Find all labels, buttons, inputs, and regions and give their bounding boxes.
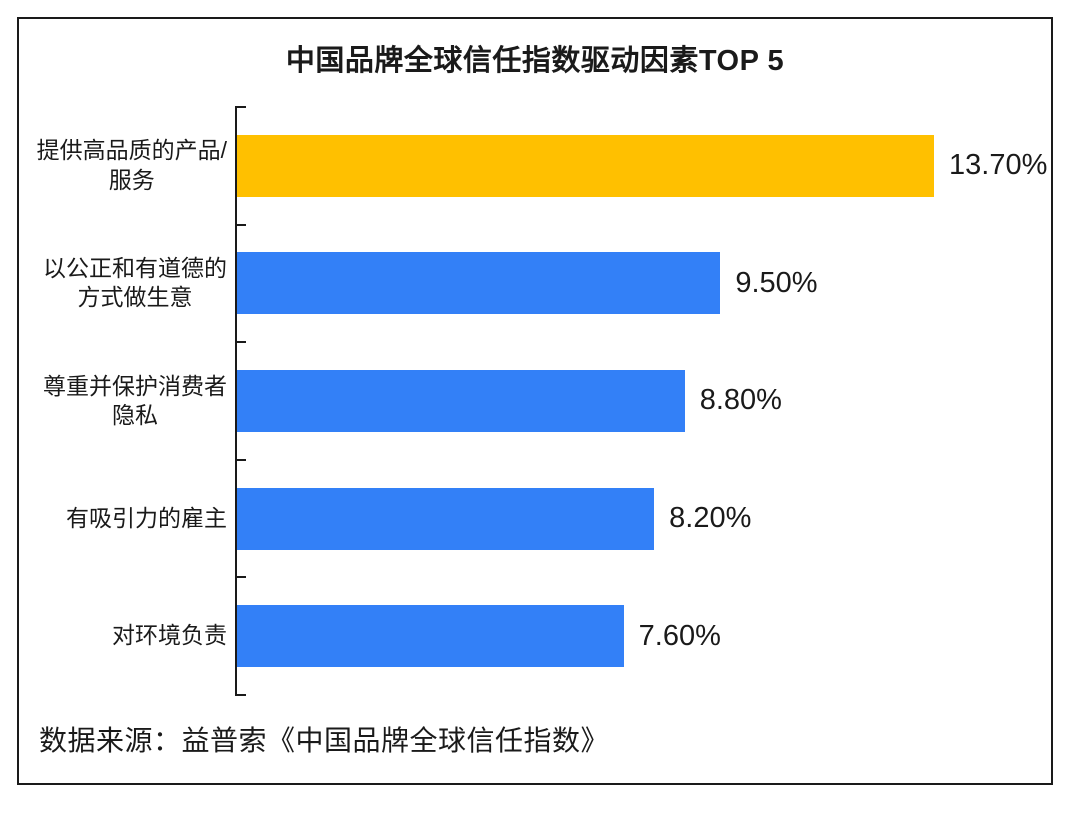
category-label: 提供高品质的产品/ 服务 [36,137,227,193]
bar-track: 8.20% [227,487,1051,550]
category-label: 对环境负责 [112,622,227,649]
bar [237,252,721,315]
category-label: 以公正和有道德的 方式做生意 [43,254,227,311]
category-label-cell: 提供高品质的产品/ 服务 [19,136,227,195]
axis-tick [235,576,246,579]
axis-tick [235,223,246,226]
category-label: 尊重并保护消费者 隐私 [43,372,227,428]
value-label: 13.70% [949,149,1048,182]
bar-track: 9.50% [227,252,1051,315]
value-label: 9.50% [735,266,818,299]
axis-tick [235,106,246,108]
category-label-cell: 尊重并保护消费者 隐私 [19,372,227,431]
bar-row: 有吸引力的雇主 8.20% [19,460,1051,578]
axis-tick [235,694,246,696]
plot-area: 提供高品质的产品/ 服务 13.70% 以公正和有道德的 方式做生意 9.50% 尊重并… [19,106,1051,696]
bar-track: 13.70% [227,134,1051,197]
bar-row: 尊重并保护消费者 隐私 8.80% [19,342,1051,460]
bar-row: 对环境负责 7.60% [19,577,1051,695]
chart-title: 中国品牌全球信任指数驱动因素TOP 5 [285,45,785,77]
chart-frame: 中国品牌全球信任指数驱动因素TOP 5 提供高品质的产品/ 服务 13.70% 以公… [17,17,1053,785]
bar [237,134,934,197]
bar [237,487,655,550]
bar-track: 7.60% [227,605,1051,668]
category-label: 有吸引力的雇主 [66,504,227,531]
bar-track: 8.80% [227,369,1051,432]
y-axis-line [235,106,237,696]
bar [237,369,685,432]
bar [237,605,624,668]
axis-tick [235,341,246,344]
value-label: 7.60% [638,619,721,652]
category-label-cell: 以公正和有道德的 方式做生意 [19,254,227,313]
bar-rows: 提供高品质的产品/ 服务 13.70% 以公正和有道德的 方式做生意 9.50% 尊重并… [19,107,1051,695]
value-label: 8.80% [699,384,782,417]
category-label-cell: 有吸引力的雇主 [19,504,227,533]
bar-row: 提供高品质的产品/ 服务 13.70% [19,107,1051,225]
bar-row: 以公正和有道德的 方式做生意 9.50% [19,225,1051,343]
value-label: 8.20% [669,502,752,535]
source-note: 数据来源：益普索《中国品牌全球信任指数》 [39,725,610,756]
axis-tick [235,458,246,461]
category-label-cell: 对环境负责 [19,621,227,650]
